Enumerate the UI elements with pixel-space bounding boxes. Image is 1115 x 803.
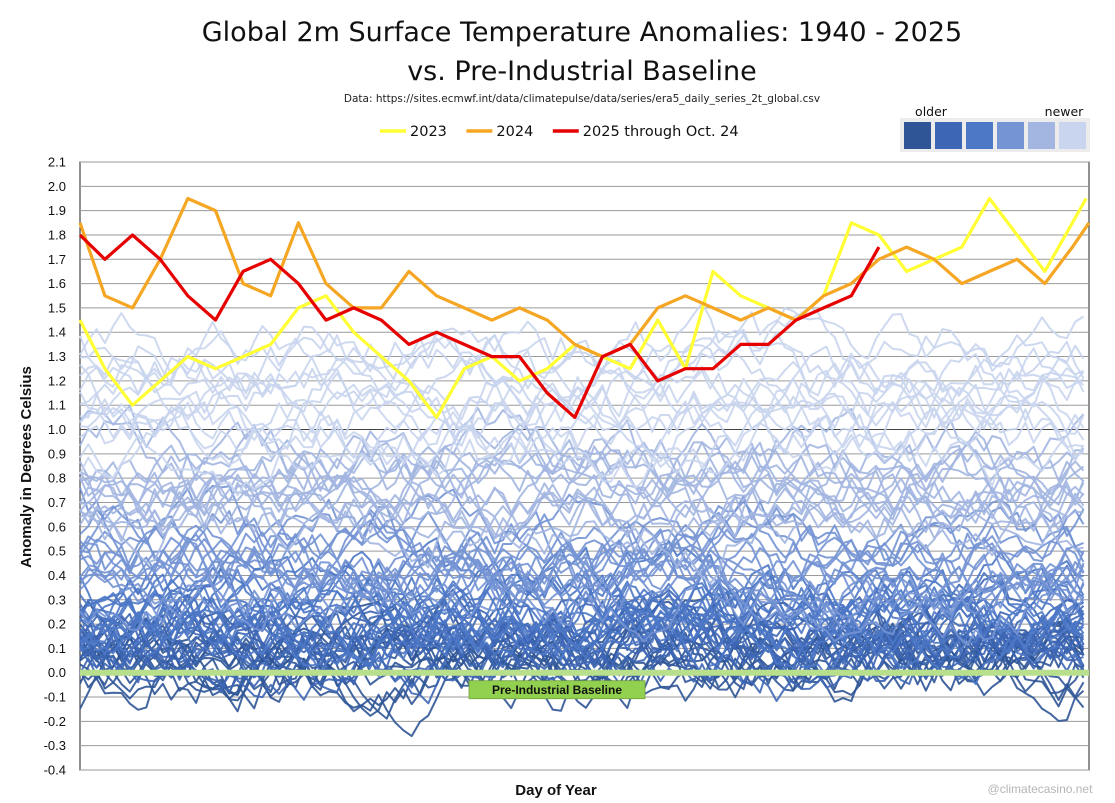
historical-year-line	[79, 407, 1084, 496]
color-scale-swatch	[997, 122, 1024, 149]
y-tick-label: 1.6	[48, 276, 66, 291]
y-tick-label: 0.0	[48, 665, 66, 680]
color-scale-legend: older newer	[900, 104, 1090, 152]
chart-title-line2: vs. Pre-Industrial Baseline	[407, 56, 757, 87]
y-tick-label: -0.4	[44, 763, 66, 778]
y-tick-label: 0.1	[48, 641, 66, 656]
y-tick-label: 2.0	[48, 179, 66, 194]
y-tick-label: -0.3	[44, 738, 66, 753]
historical-year-line	[79, 419, 1084, 519]
historical-year-line	[79, 402, 1084, 483]
color-scale-swatch	[935, 122, 962, 149]
y-tick-label: 1.0	[48, 422, 66, 437]
legend: 2023 2024 2025 through Oct. 24	[380, 124, 739, 140]
historical-year-line	[79, 348, 1085, 431]
y-tick-label: 1.9	[48, 203, 66, 218]
historical-year-line	[79, 423, 1085, 529]
color-scale-swatch	[1059, 122, 1086, 149]
color-scale-swatch	[966, 122, 993, 149]
historical-year-line	[79, 398, 1085, 472]
plot-area: Pre-Industrial Baseline	[78, 161, 1091, 771]
historical-year-line	[79, 441, 1085, 525]
y-tick-label: 1.2	[48, 373, 66, 388]
watermark: @climatecasino.net	[988, 782, 1094, 796]
y-tick-label: -0.2	[44, 714, 66, 729]
y-axis-ticks: 2.1 2.0 1.9 1.8 1.7 1.6 1.5 1.4 1.3 1.2 1.1 1.0 0.9 0…	[44, 155, 66, 778]
y-tick-label: 0.2	[48, 617, 66, 632]
historical-year-line	[79, 584, 1085, 670]
historical-year-line	[79, 383, 1085, 467]
historical-year-line	[79, 328, 1085, 416]
historical-year-line	[79, 498, 1085, 580]
y-tick-label: 1.8	[48, 227, 66, 242]
series-line-1	[78, 196, 1091, 359]
y-axis-title: Anomaly in Degrees Celsius	[18, 366, 35, 568]
y-tick-label: -0.1	[44, 690, 66, 705]
y-tick-label: 0.7	[48, 495, 66, 510]
older-label: older	[915, 104, 948, 119]
historical-year-line	[79, 568, 1085, 639]
historical-year-line	[79, 404, 1084, 497]
baseline-label: Pre-Industrial Baseline	[492, 683, 622, 697]
y-tick-label: 1.1	[48, 398, 66, 413]
historical-year-line	[79, 528, 1085, 632]
historical-year-line	[79, 515, 1085, 630]
legend-label-1: 2024	[496, 124, 533, 140]
series-line-2	[78, 233, 881, 419]
y-tick-label: 0.5	[48, 544, 66, 559]
y-tick-label: 0.8	[48, 471, 66, 486]
y-tick-label: 0.9	[48, 446, 66, 461]
newer-label: newer	[1045, 104, 1085, 119]
y-tick-label: 1.3	[48, 349, 66, 364]
historical-year-line	[79, 546, 1085, 639]
historical-year-line	[79, 503, 1085, 600]
y-tick-label: 1.7	[48, 252, 66, 267]
historical-year-line	[79, 302, 1085, 391]
historical-year-line	[79, 519, 1085, 604]
chart-subtitle: Data: https://sites.ecmwf.int/data/clima…	[344, 93, 820, 105]
x-axis-title: Day of Year	[515, 782, 597, 799]
y-tick-label: 0.3	[48, 592, 66, 607]
color-scale-swatch	[1028, 122, 1055, 149]
y-tick-label: 1.4	[48, 325, 66, 340]
color-scale-background	[900, 118, 1090, 152]
historical-year-line	[79, 330, 1084, 409]
y-tick-label: 1.5	[48, 300, 66, 315]
y-tick-label: 0.6	[48, 519, 66, 534]
historical-year-line	[79, 462, 1085, 540]
highlighted-series-group	[78, 196, 1091, 419]
historical-year-line	[79, 460, 1085, 541]
color-scale-swatch	[904, 122, 931, 149]
historical-year-line	[79, 481, 1084, 585]
legend-label-2: 2025 through Oct. 24	[583, 124, 739, 140]
chart-title-line1: Global 2m Surface Temperature Anomalies:…	[202, 17, 962, 48]
y-tick-label: 2.1	[48, 155, 66, 170]
y-tick-label: 0.4	[48, 568, 66, 583]
historical-year-line	[79, 475, 1085, 555]
baseline-label-box	[468, 680, 646, 700]
historical-year-line	[79, 524, 1085, 621]
historical-year-line	[79, 384, 1085, 478]
historical-year-line	[79, 540, 1085, 637]
baseline-group: Pre-Industrial Baseline	[80, 669, 1089, 700]
historical-year-line	[79, 540, 1085, 643]
legend-label-0: 2023	[410, 124, 447, 140]
